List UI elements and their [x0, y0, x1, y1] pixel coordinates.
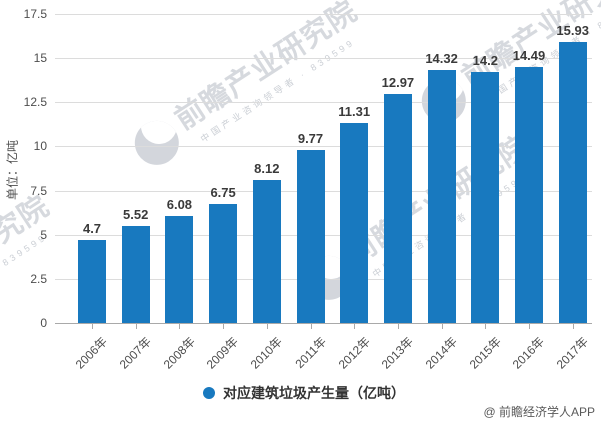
bar-value-label: 5.52 [123, 206, 149, 222]
x-tick-label: 2008年 [160, 334, 198, 372]
bar-value-label: 14.2 [472, 53, 498, 69]
x-tick-label: 2011年 [292, 334, 329, 372]
bar-value-label: 14.49 [512, 48, 546, 64]
x-tick-label: 2014年 [422, 334, 460, 372]
bar [296, 150, 325, 323]
bar [427, 70, 456, 323]
y-tick-label: 5 [40, 227, 47, 242]
y-tick-label: 10 [33, 139, 47, 154]
bar-value-label: 6.08 [166, 196, 193, 212]
x-tick-label: 2010年 [247, 334, 286, 372]
x-tick [179, 324, 181, 329]
x-tick [354, 324, 356, 329]
x-tick [310, 324, 312, 329]
bar [121, 225, 150, 323]
bar [165, 215, 194, 323]
bar-value-label: 11.31 [338, 104, 371, 120]
x-tick [266, 324, 268, 329]
y-axis-title: 单位：亿吨 [5, 139, 20, 201]
bar [209, 203, 238, 323]
x-tick-label: 2016年 [510, 334, 548, 372]
x-tick-label: 2006年 [73, 334, 111, 372]
x-tick [441, 324, 443, 329]
y-tick-label: 2.5 [30, 271, 47, 286]
x-tick [223, 324, 225, 329]
legend-marker-icon [203, 387, 215, 399]
bar-value-label: 15.93 [556, 22, 589, 38]
bar [383, 93, 412, 323]
bar-value-label: 8.12 [254, 160, 280, 176]
bar-value-label: 14.32 [425, 51, 458, 67]
legend-item[interactable]: 对应建筑垃圾产生量（亿吨） [203, 383, 405, 403]
gridline [55, 146, 592, 148]
y-tick-label: 7.5 [30, 183, 47, 198]
x-tick [529, 324, 530, 329]
credit-text: @ 前瞻经济学人APP [483, 405, 595, 419]
x-tick-label: 2017年 [553, 334, 592, 372]
bar [78, 240, 106, 323]
x-tick [485, 324, 487, 329]
x-tick-label: 2013年 [378, 334, 417, 372]
x-tick [397, 324, 399, 329]
bar [252, 179, 281, 323]
bar-value-label: 4.7 [82, 221, 102, 236]
bar [558, 41, 587, 323]
x-tick [92, 324, 93, 329]
bar-value-label: 9.77 [297, 131, 324, 147]
x-tick [135, 324, 137, 329]
bar-value-label: 12.97 [381, 74, 415, 90]
y-tick-label: 17.5 [23, 7, 47, 21]
x-tick-label: 2015年 [466, 334, 504, 372]
gridline [55, 102, 592, 104]
x-tick-label: 2012年 [335, 334, 373, 372]
gridline [55, 58, 592, 60]
y-tick-label: 15 [33, 51, 47, 66]
x-axis-line [55, 323, 592, 324]
bar [471, 72, 500, 323]
x-tick [572, 324, 574, 329]
x-tick-label: 2007年 [116, 334, 155, 372]
bar-value-label: 6.75 [210, 184, 236, 200]
legend-label: 对应建筑垃圾产生量（亿吨） [223, 385, 405, 401]
gridline [55, 14, 592, 15]
bar [515, 67, 543, 323]
bar [340, 123, 369, 323]
x-tick-label: 2009年 [204, 334, 242, 372]
y-tick-label: 12.5 [23, 95, 47, 110]
y-tick-label: 0 [40, 316, 47, 330]
